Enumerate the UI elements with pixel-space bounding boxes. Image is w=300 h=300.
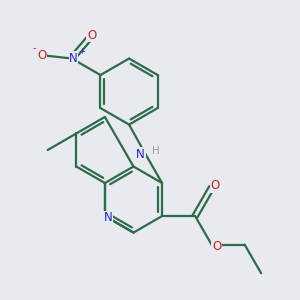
Text: N: N <box>69 52 78 65</box>
Text: H: H <box>152 146 160 156</box>
Text: N: N <box>104 211 112 224</box>
Text: O: O <box>38 49 47 62</box>
Text: O: O <box>210 179 220 192</box>
Text: N: N <box>136 148 145 161</box>
Text: -: - <box>32 43 36 53</box>
Text: +: + <box>78 47 85 56</box>
Text: O: O <box>212 240 221 253</box>
Text: O: O <box>87 29 96 42</box>
